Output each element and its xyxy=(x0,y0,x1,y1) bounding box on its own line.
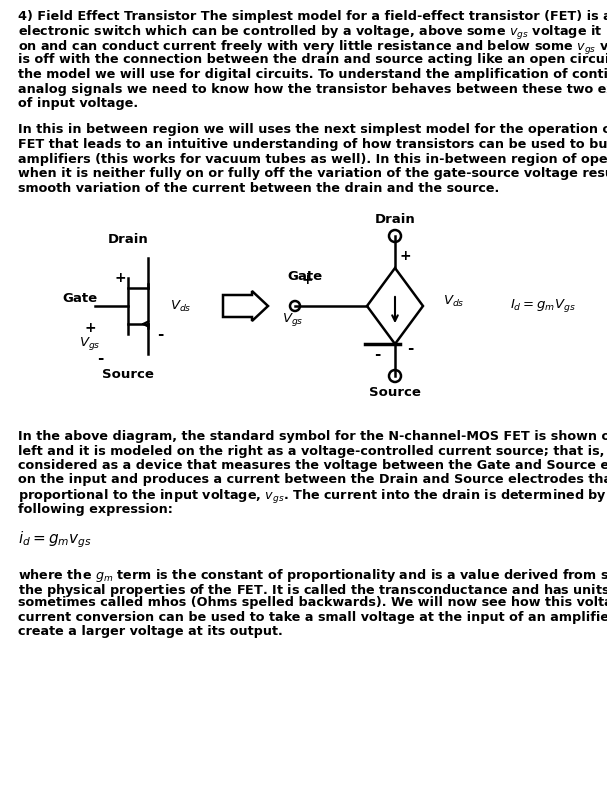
Text: considered as a device that measures the voltage between the Gate and Source ele: considered as a device that measures the… xyxy=(18,459,607,472)
Text: -: - xyxy=(157,326,163,342)
Text: electronic switch which can be controlled by a voltage, above some $v_{gs}$ volt: electronic switch which can be controlle… xyxy=(18,25,607,43)
Text: -: - xyxy=(374,346,380,362)
Text: sometimes called mhos (Ohms spelled backwards). We will now see how this voltage: sometimes called mhos (Ohms spelled back… xyxy=(18,596,607,609)
Text: $V_{gs}$: $V_{gs}$ xyxy=(282,311,304,329)
Text: where the $g_m$ term is the constant of proportionality and is a value derived f: where the $g_m$ term is the constant of … xyxy=(18,567,607,584)
Text: the physical properties of the FET. It is called the transconductance and has un: the physical properties of the FET. It i… xyxy=(18,581,607,602)
Text: +: + xyxy=(84,321,96,335)
Text: is off with the connection between the drain and source acting like an open circ: is off with the connection between the d… xyxy=(18,54,607,67)
Text: In this in between region we will uses the next simplest model for the operation: In this in between region we will uses t… xyxy=(18,124,607,136)
Text: -: - xyxy=(407,341,413,355)
Text: smooth variation of the current between the drain and the source.: smooth variation of the current between … xyxy=(18,181,499,195)
FancyArrow shape xyxy=(223,291,268,321)
Text: $V_{ds}$: $V_{ds}$ xyxy=(443,294,464,309)
Text: of input voltage.: of input voltage. xyxy=(18,97,138,110)
Text: Source: Source xyxy=(102,368,154,381)
Text: left and it is modeled on the right as a voltage-controlled current source; that: left and it is modeled on the right as a… xyxy=(18,444,607,457)
Text: on the input and produces a current between the Drain and Source electrodes that: on the input and produces a current betw… xyxy=(18,473,607,487)
Text: Gate: Gate xyxy=(63,291,98,305)
Text: +: + xyxy=(114,271,126,285)
Text: $i_d = g_m v_{gs}$: $i_d = g_m v_{gs}$ xyxy=(18,529,92,549)
Text: analog signals we need to know how the transistor behaves between these two extr: analog signals we need to know how the t… xyxy=(18,83,607,95)
Text: following expression:: following expression: xyxy=(18,503,173,516)
Text: when it is neither fully on or fully off the variation of the gate-source voltag: when it is neither fully on or fully off… xyxy=(18,167,607,180)
Text: In the above diagram, the standard symbol for the N-channel-MOS FET is shown on : In the above diagram, the standard symbo… xyxy=(18,430,607,443)
Text: Gate: Gate xyxy=(288,269,322,282)
Text: +: + xyxy=(301,273,313,287)
Text: $V_{ds}$: $V_{ds}$ xyxy=(170,298,192,314)
Text: the model we will use for digital circuits. To understand the amplification of c: the model we will use for digital circui… xyxy=(18,68,607,81)
Text: FET that leads to an intuitive understanding of how transistors can be used to b: FET that leads to an intuitive understan… xyxy=(18,138,607,151)
Text: $I_d{=}g_m V_{gs}$: $I_d{=}g_m V_{gs}$ xyxy=(510,298,576,314)
Text: proportional to the input voltage, $v_{gs}$. The current into the drain is deter: proportional to the input voltage, $v_{g… xyxy=(18,488,607,506)
Text: +: + xyxy=(399,249,411,263)
Text: current conversion can be used to take a small voltage at the input of an amplif: current conversion can be used to take a… xyxy=(18,610,607,624)
Text: Source: Source xyxy=(369,386,421,399)
Text: Drain: Drain xyxy=(375,213,415,226)
Text: amplifiers (this works for vacuum tubes as well). In this in-between region of o: amplifiers (this works for vacuum tubes … xyxy=(18,152,607,165)
Text: on and can conduct current freely with very little resistance and below some $v_: on and can conduct current freely with v… xyxy=(18,39,607,57)
Text: $V_{gs}$: $V_{gs}$ xyxy=(79,335,101,353)
Text: Drain: Drain xyxy=(107,233,148,246)
Text: -: - xyxy=(97,350,103,366)
Text: create a larger voltage at its output.: create a larger voltage at its output. xyxy=(18,625,283,638)
Text: 4) Field Effect Transistor The simplest model for a field-effect transistor (FET: 4) Field Effect Transistor The simplest … xyxy=(18,10,607,23)
